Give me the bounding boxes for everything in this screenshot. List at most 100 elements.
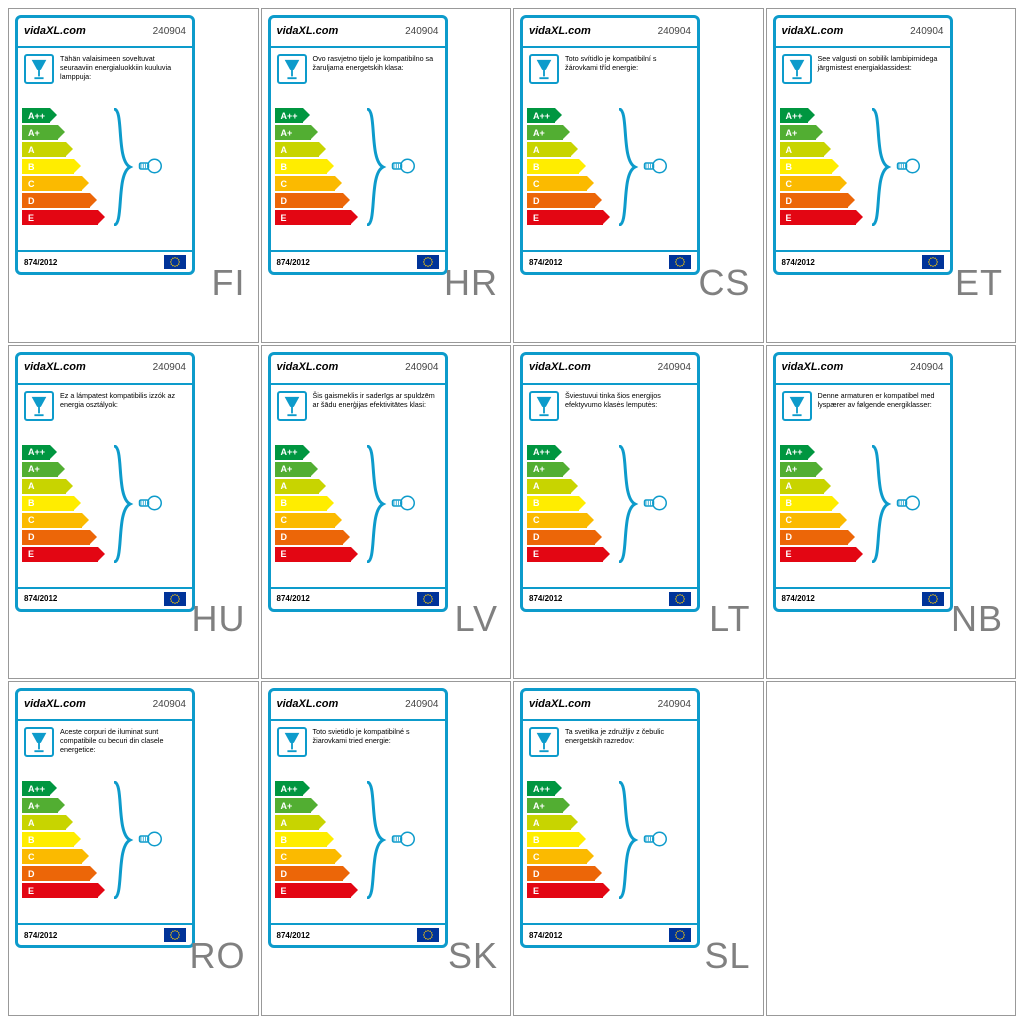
brace-icon: [615, 781, 639, 899]
card-header: vidaXL.com 240904: [523, 355, 697, 385]
bulb-icon: [643, 158, 667, 174]
energy-class-label: B: [281, 162, 288, 172]
country-code: HU: [192, 598, 246, 640]
bulb-icon: [643, 831, 667, 847]
model-number: 240904: [405, 362, 438, 373]
card-header: vidaXL.com 240904: [18, 691, 192, 721]
lamp-icon: [277, 727, 307, 757]
regulation-text: 874/2012: [529, 594, 562, 603]
model-number: 240904: [658, 699, 691, 710]
energy-class-arrow: A: [275, 142, 319, 157]
energy-class-label: A++: [28, 447, 45, 457]
grid-cell: vidaXL.com 240904 Denne armaturen er kom…: [766, 345, 1017, 680]
energy-class-arrow: A: [22, 479, 66, 494]
description-row: Aceste corpuri de iluminat sunt compatib…: [18, 721, 192, 775]
energy-class-label: A++: [533, 111, 550, 121]
energy-scale: A++ A+ A B C D E: [523, 439, 697, 571]
energy-class-arrow: A+: [527, 798, 563, 813]
energy-class-label: A+: [533, 464, 545, 474]
energy-class-arrow: A++: [22, 445, 50, 460]
energy-class-arrow: B: [780, 496, 832, 511]
energy-class-arrow: B: [275, 832, 327, 847]
card-header: vidaXL.com 240904: [18, 18, 192, 48]
card-header: vidaXL.com 240904: [776, 18, 950, 48]
country-code: SL: [704, 935, 750, 977]
card-header: vidaXL.com 240904: [523, 691, 697, 721]
energy-class-label: A: [28, 481, 35, 491]
eu-flag-icon: [417, 592, 439, 606]
brand-logo: vidaXL.com: [529, 362, 591, 373]
regulation-text: 874/2012: [529, 931, 562, 940]
lamp-icon: [24, 391, 54, 421]
energy-class-arrow: C: [22, 176, 82, 191]
energy-class-label: B: [533, 835, 540, 845]
energy-class-arrow: E: [22, 883, 98, 898]
eu-flag-icon: [669, 928, 691, 942]
energy-arrows: A++ A+ A B C D E: [22, 445, 188, 562]
energy-scale: A++ A+ A B C D E: [776, 102, 950, 234]
energy-class-label: A+: [786, 464, 798, 474]
energy-arrows: A++ A+ A B C D E: [22, 781, 188, 898]
brace-icon: [110, 781, 134, 899]
regulation-text: 874/2012: [529, 258, 562, 267]
energy-class-arrow: B: [527, 832, 579, 847]
eu-flag-icon: [669, 255, 691, 269]
energy-class-arrow: C: [275, 849, 335, 864]
model-number: 240904: [910, 362, 943, 373]
energy-class-arrow: E: [527, 547, 603, 562]
brace-icon: [615, 108, 639, 226]
description-text: See valgusti on sobilik lambipirnidega j…: [818, 54, 944, 72]
model-number: 240904: [405, 699, 438, 710]
energy-class-arrow: D: [22, 530, 90, 545]
grid-cell: vidaXL.com 240904 Tähän valaisimeen sove…: [8, 8, 259, 343]
energy-class-arrow: A++: [527, 445, 555, 460]
lamp-icon: [782, 391, 812, 421]
energy-class-arrow: B: [527, 496, 579, 511]
energy-label-card: vidaXL.com 240904 Šis gaismeklis ir sade…: [268, 352, 448, 612]
energy-scale: A++ A+ A B C D E: [271, 775, 445, 907]
lamp-icon: [529, 727, 559, 757]
lamp-icon: [277, 391, 307, 421]
energy-class-arrow: A: [780, 142, 824, 157]
brand-logo: vidaXL.com: [277, 26, 339, 37]
country-code: RO: [190, 935, 246, 977]
energy-class-arrow: A: [275, 815, 319, 830]
brand-logo: vidaXL.com: [782, 362, 844, 373]
brace-icon: [363, 108, 387, 226]
energy-class-label: C: [786, 515, 793, 525]
brand-logo: vidaXL.com: [529, 26, 591, 37]
energy-class-label: A++: [281, 784, 298, 794]
energy-class-arrow: E: [275, 210, 351, 225]
energy-class-arrow: D: [527, 193, 595, 208]
energy-label-card: vidaXL.com 240904 See valgusti on sobili…: [773, 15, 953, 275]
energy-class-arrow: A+: [527, 462, 563, 477]
energy-arrows: A++ A+ A B C D E: [527, 108, 693, 225]
energy-class-label: C: [28, 852, 35, 862]
energy-class-arrow: E: [780, 547, 856, 562]
regulation-text: 874/2012: [24, 258, 57, 267]
energy-class-arrow: A+: [527, 125, 563, 140]
lamp-icon: [277, 54, 307, 84]
energy-class-arrow: E: [275, 547, 351, 562]
description-text: Aceste corpuri de iluminat sunt compatib…: [60, 727, 186, 754]
energy-class-label: A++: [533, 784, 550, 794]
brace-icon: [868, 108, 892, 226]
grid-cell: vidaXL.com 240904 Ta svetilka je združlj…: [513, 681, 764, 1016]
regulation-text: 874/2012: [277, 258, 310, 267]
energy-class-label: A+: [28, 801, 40, 811]
energy-class-arrow: A++: [275, 108, 303, 123]
energy-class-label: D: [28, 196, 35, 206]
description-row: Ez a lámpatest kompatibilis izzók az ene…: [18, 385, 192, 439]
card-header: vidaXL.com 240904: [18, 355, 192, 385]
brace-icon: [110, 445, 134, 563]
energy-class-arrow: C: [527, 176, 587, 191]
energy-class-label: B: [533, 162, 540, 172]
energy-class-label: A: [28, 818, 35, 828]
energy-class-arrow: D: [22, 193, 90, 208]
card-footer: 874/2012: [271, 250, 445, 272]
model-number: 240904: [405, 26, 438, 37]
bulb-icon: [138, 495, 162, 511]
energy-class-label: A++: [281, 111, 298, 121]
energy-label-card: vidaXL.com 240904 Ez a lámpatest kompati…: [15, 352, 195, 612]
bulb-icon: [391, 158, 415, 174]
